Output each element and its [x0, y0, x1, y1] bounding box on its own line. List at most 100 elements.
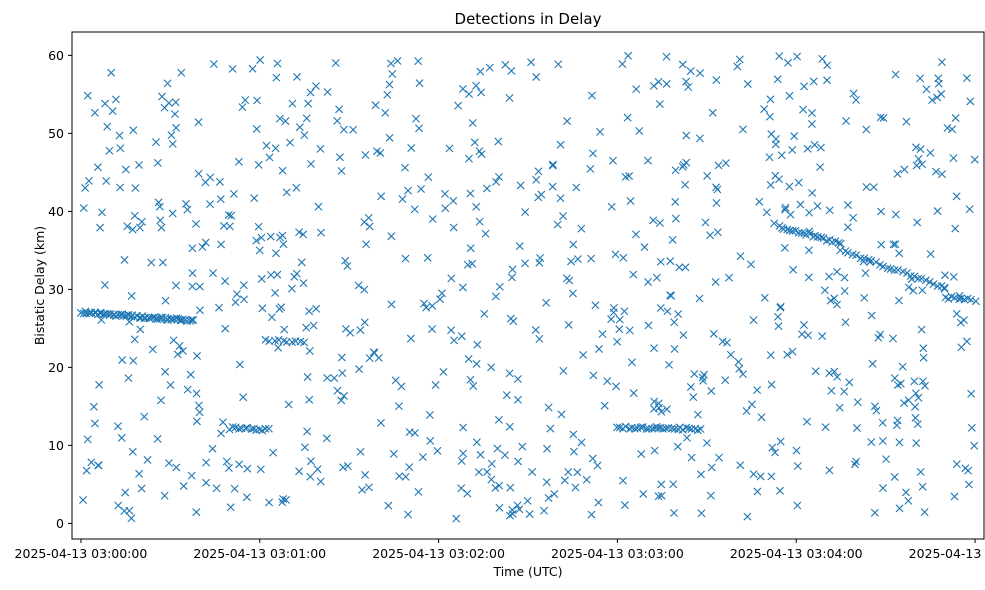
data-point [316, 477, 325, 486]
data-point [128, 225, 137, 234]
data-point [706, 491, 715, 500]
data-point [170, 110, 179, 119]
data-point [466, 244, 475, 253]
data-point [564, 467, 573, 476]
data-point [557, 410, 566, 419]
data-point [361, 151, 370, 159]
data-point [901, 488, 910, 497]
data-point [669, 480, 678, 489]
data-point [495, 282, 504, 291]
data-point [130, 211, 139, 220]
data-point [577, 224, 586, 233]
data-point [699, 370, 708, 379]
data-point [337, 166, 346, 175]
data-point [274, 335, 283, 344]
data-point [258, 304, 267, 313]
data-point [216, 195, 225, 204]
data-point [306, 88, 315, 97]
data-point [255, 246, 264, 255]
data-point [563, 117, 572, 126]
data-point [215, 303, 224, 312]
data-point [265, 498, 274, 507]
data-point [776, 302, 785, 311]
data-point [635, 126, 644, 135]
data-point [192, 508, 201, 517]
data-point [316, 144, 325, 153]
data-point [398, 195, 407, 204]
data-point [582, 475, 591, 484]
data-point [527, 58, 536, 67]
data-point [152, 138, 160, 147]
data-point [153, 434, 162, 443]
data-point [542, 478, 551, 487]
data-point [97, 315, 106, 324]
data-point [238, 103, 247, 112]
data-point [354, 281, 363, 290]
data-point [804, 331, 813, 340]
data-point [686, 382, 695, 391]
data-point [548, 161, 557, 170]
data-point [505, 422, 514, 431]
data-point [179, 482, 188, 491]
data-point [221, 277, 230, 286]
data-point [650, 397, 659, 406]
data-point [394, 402, 403, 411]
data-point [959, 316, 968, 325]
data-point [684, 83, 693, 92]
data-point [671, 214, 680, 223]
data-point [600, 401, 609, 410]
data-point [383, 90, 392, 99]
data-point [337, 396, 346, 405]
data-point [918, 286, 927, 295]
data-point [521, 208, 530, 217]
data-point [697, 509, 706, 518]
data-point [781, 205, 790, 214]
data-point [817, 233, 826, 242]
data-point [571, 483, 580, 492]
data-point [183, 317, 191, 326]
data-point [401, 254, 410, 263]
data-point [343, 262, 352, 271]
data-point [349, 125, 358, 134]
data-point [356, 447, 365, 456]
data-point [118, 355, 127, 364]
data-point [637, 450, 646, 459]
data-point [678, 162, 687, 171]
data-point [148, 345, 157, 354]
data-point [913, 218, 922, 227]
data-point [194, 118, 203, 127]
data-point [820, 286, 829, 295]
data-point [192, 417, 201, 426]
data-point [621, 422, 630, 431]
data-point [428, 301, 437, 310]
data-point [515, 505, 524, 514]
data-point [799, 105, 808, 114]
data-point [404, 510, 413, 519]
data-point [762, 208, 771, 217]
data-point [293, 72, 302, 81]
data-point [878, 436, 887, 445]
data-point [652, 273, 661, 282]
data-point [450, 336, 459, 345]
y-axis: 0 10 20 30 40 50 60 [48, 48, 72, 531]
data-point [631, 230, 640, 239]
x-axis-label: Time (UTC) [492, 564, 562, 579]
data-point [668, 235, 677, 244]
data-point [833, 372, 842, 381]
data-point [967, 389, 976, 398]
data-point [799, 321, 808, 330]
data-point [879, 114, 888, 122]
data-point [626, 197, 635, 206]
data-point [735, 364, 744, 373]
data-point [573, 255, 582, 264]
data-point [228, 64, 237, 73]
data-point [121, 165, 130, 174]
data-point [793, 462, 802, 471]
data-point [265, 153, 274, 162]
data-point [670, 318, 679, 327]
data-point [454, 101, 463, 110]
data-point [472, 202, 481, 211]
data-point [239, 281, 248, 290]
data-point [469, 382, 478, 391]
y-tick-label: 20 [48, 360, 64, 375]
